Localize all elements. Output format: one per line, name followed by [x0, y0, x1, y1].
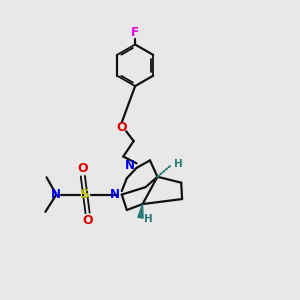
- Text: H: H: [175, 159, 183, 169]
- Text: O: O: [77, 162, 88, 175]
- Text: F: F: [131, 26, 139, 38]
- Text: O: O: [116, 121, 127, 134]
- Text: H: H: [144, 214, 153, 224]
- Text: N: N: [125, 159, 135, 172]
- Text: S: S: [80, 188, 90, 201]
- Text: N: N: [110, 188, 120, 201]
- Text: O: O: [82, 214, 93, 227]
- Polygon shape: [138, 204, 143, 218]
- Text: N: N: [51, 188, 62, 201]
